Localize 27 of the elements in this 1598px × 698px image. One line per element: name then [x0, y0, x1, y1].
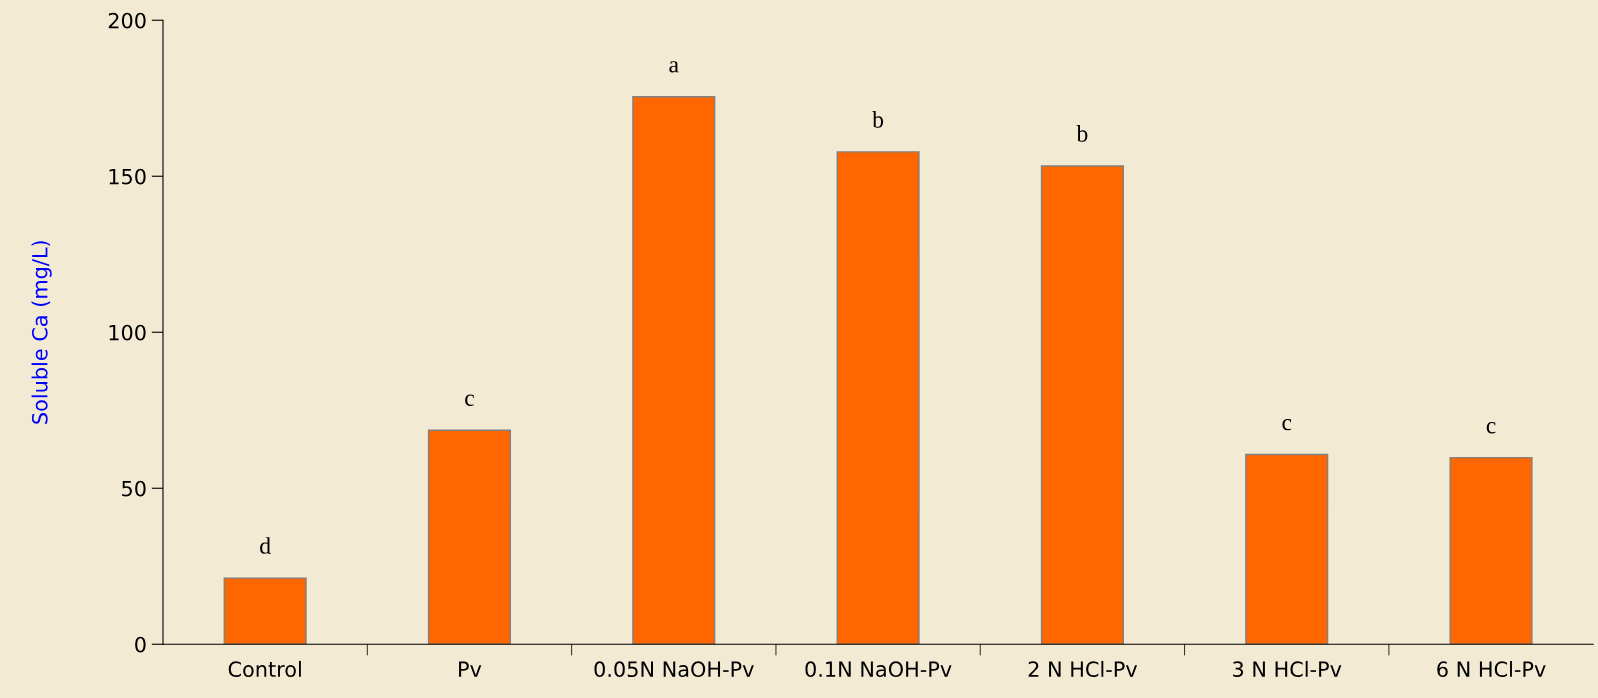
y-tick-label: 50 — [122, 480, 146, 497]
bar — [1040, 165, 1124, 645]
y-axis-title: Soluble Ca (mg/L) — [31, 241, 52, 424]
x-tick-label: 6 N HCl-Pv — [1437, 660, 1546, 678]
annotation: a — [669, 61, 679, 73]
x-tick-label: 3 N HCl-Pv — [1233, 660, 1342, 678]
annotation: c — [1282, 418, 1292, 431]
annotation: b — [872, 111, 884, 128]
y-tick-label: 100 — [109, 324, 146, 341]
x-tick-label: 0.1N NaOH-Pv — [805, 661, 952, 678]
annotation: c — [1486, 422, 1496, 434]
x-tick-label: Control — [228, 660, 301, 678]
y-tick-label: 0 — [135, 636, 146, 653]
annotation: b — [1076, 125, 1088, 142]
bar — [427, 429, 512, 645]
x-tick-label: 2 N HCl-Pv — [1028, 660, 1138, 678]
bar — [223, 577, 307, 645]
y-tick-label: 200 — [108, 12, 146, 29]
bar — [632, 95, 716, 645]
bar — [836, 151, 920, 645]
x-tick-label: Pv — [459, 661, 482, 677]
bar — [1449, 456, 1533, 645]
y-tick-label: 150 — [109, 168, 146, 185]
x-tick-label: 0.05N NaOH-Pv — [594, 661, 754, 678]
annotation: c — [465, 394, 474, 406]
bar — [1245, 453, 1329, 645]
annotation: d — [260, 537, 271, 554]
